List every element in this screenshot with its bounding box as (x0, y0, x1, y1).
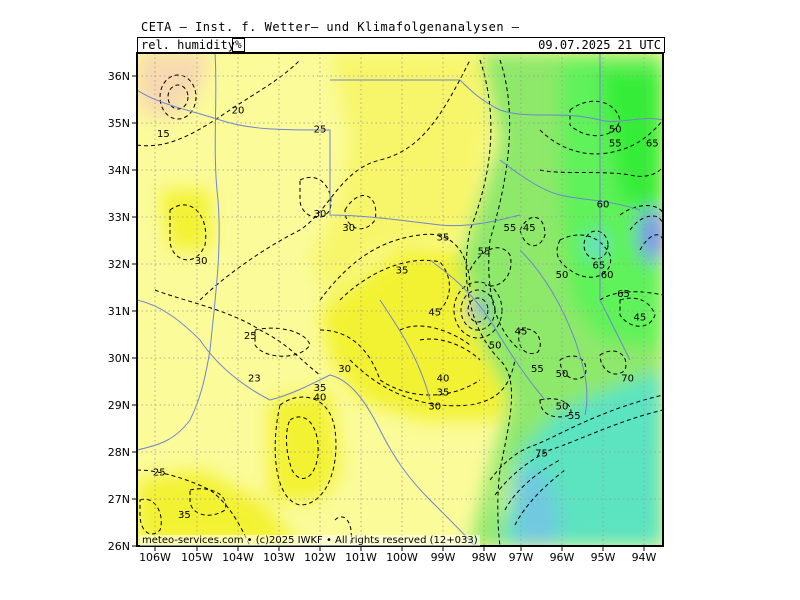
lon-label: 102W (304, 551, 336, 564)
contour-value-label: 50 (609, 124, 622, 135)
rivers-borders (137, 53, 663, 546)
contour-value-label: 30 (195, 256, 208, 267)
contour-value-label: 25 (153, 468, 166, 479)
valid-time: 09.07.2025 21 UTC (538, 38, 661, 52)
contour-value-label: 35 (396, 265, 409, 276)
contour-lines (137, 59, 663, 546)
field-wet-northeast (600, 70, 663, 210)
humidity-field (137, 53, 663, 546)
contour-value-label: 30 (314, 209, 327, 220)
graticule (137, 53, 663, 546)
contour-value-label: 35 (437, 388, 450, 399)
unit-label: % (232, 38, 245, 52)
contour-value-label: 25 (244, 331, 257, 342)
field-wet-spot (586, 233, 606, 257)
longitude-axis: 106W 105W 104W 103W 102W 101W 100W 99W 98W 97W 96W… (139, 546, 657, 564)
lon-label: 103W (263, 551, 295, 564)
contour-value-label: 40 (314, 392, 327, 403)
lon-label: 101W (345, 551, 377, 564)
contour-value-label: 15 (157, 129, 170, 140)
contour-value-label: 25 (314, 124, 327, 135)
contour-value-label: 23 (248, 374, 261, 385)
lon-label: 98W (472, 551, 497, 564)
lat-label: 27N (108, 493, 130, 506)
field-mid-south (137, 470, 300, 546)
map-frame (136, 52, 664, 547)
lat-label: 35N (108, 117, 130, 130)
latitude-axis: 36N 35N 34N 33N 32N 31N 30N 29N 28N 27N 26N (108, 70, 137, 553)
contour-value-label: 70 (621, 374, 634, 385)
contour-value-label: 55 (568, 411, 581, 422)
lat-label: 26N (108, 540, 130, 553)
lon-label: 97W (509, 551, 534, 564)
parameter-label: rel. humidity (141, 38, 235, 52)
contour-value-label: 45 (515, 327, 528, 338)
lat-label: 34N (108, 164, 130, 177)
contour-value-label: 35 (178, 510, 191, 521)
contour-value-label: 65 (617, 289, 630, 300)
contour-value-label: 60 (601, 270, 614, 281)
field-saturated-east (638, 207, 663, 263)
lat-label: 29N (108, 399, 130, 412)
contour-value-label: 35 (437, 233, 450, 244)
contour-value-label: 55 (478, 247, 491, 258)
contour-value-label: 30 (338, 364, 351, 375)
lat-label: 28N (108, 446, 130, 459)
lat-label: 36N (108, 70, 130, 83)
lon-label: 105W (181, 551, 213, 564)
contour-value-label: 60 (597, 200, 610, 211)
lon-label: 104W (222, 551, 254, 564)
lon-label: 95W (591, 551, 616, 564)
contour-value-label: 75 (535, 449, 548, 460)
contour-value-label: 45 (523, 223, 536, 234)
chart-title: CETA — Inst. f. Wetter— und Klimafolgena… (141, 20, 520, 34)
contour-value-label: 30 (428, 402, 441, 413)
lon-label: 96W (550, 551, 575, 564)
lon-label: 94W (632, 551, 657, 564)
contour-value-label: 50 (489, 341, 502, 352)
field-mid-north (310, 53, 490, 300)
contour-value-label: 40 (437, 374, 450, 385)
contour-value-label: 30 (342, 223, 355, 234)
lon-label: 100W (386, 551, 418, 564)
lat-label: 30N (108, 352, 130, 365)
contour-value-label: 45 (634, 312, 647, 323)
copyright-notice: meteo-services.com • (c)2025 IWKF • All … (140, 535, 480, 546)
field-mid-west (160, 190, 210, 250)
lat-label: 31N (108, 305, 130, 318)
field-mid-southwest (270, 390, 340, 500)
contour-value-label: 55 (609, 139, 622, 150)
field-saturated-central (470, 300, 486, 320)
lat-label: 33N (108, 211, 130, 224)
contour-value-label: 20 (232, 106, 245, 117)
field-coast-blue (515, 470, 560, 546)
contour-value-label: 35 (314, 383, 327, 394)
contour-value-label: 45 (428, 308, 441, 319)
contour-value-label: 55 (504, 223, 517, 234)
contour-value-label: 65 (593, 261, 606, 272)
lat-label: 32N (108, 258, 130, 271)
contour-value-label: 50 (556, 402, 569, 413)
contour-value-label: 50 (556, 270, 569, 281)
contour-value-label: 55 (531, 364, 544, 375)
contour-value-label: 50 (556, 369, 569, 380)
lon-label: 99W (431, 551, 456, 564)
contour-value-label: 65 (646, 139, 659, 150)
lon-label: 106W (139, 551, 171, 564)
